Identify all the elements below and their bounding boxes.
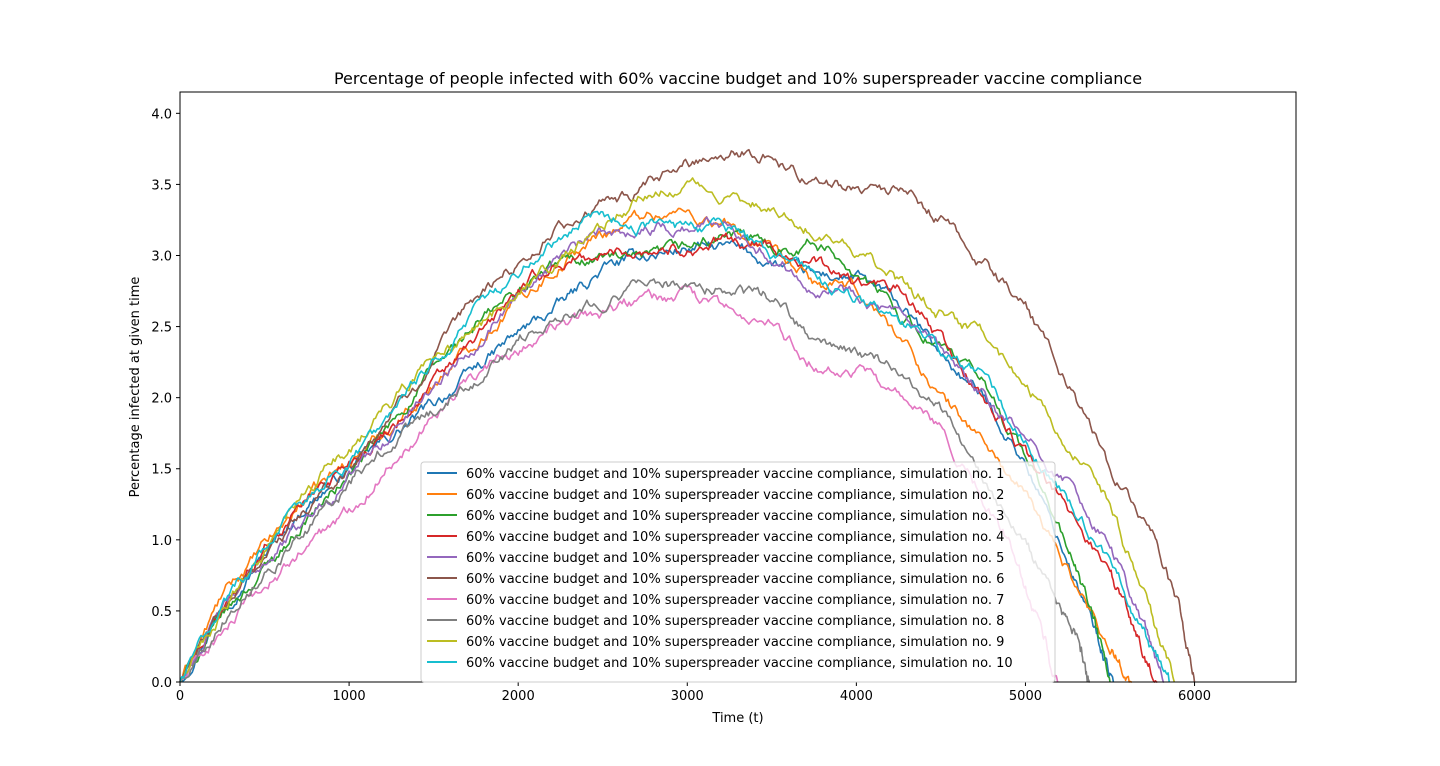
y-axis-label: Percentage infected at given time (128, 277, 143, 498)
series-line-5 (179, 216, 1165, 683)
series-layer (179, 148, 1196, 683)
y-tick-label: 1.5 (151, 463, 172, 478)
y-tick-label: 0.5 (151, 605, 172, 620)
chart-title: Percentage of people infected with 60% v… (334, 69, 1142, 88)
x-tick-label: 1000 (333, 689, 366, 704)
y-axis: 0.0 0.5 1.0 1.5 2.0 2.5 3.0 3.5 4.0 (151, 107, 180, 691)
legend-entry: 60% vaccine budget and 10% superspreader… (466, 572, 1004, 587)
series-line-10 (179, 210, 1170, 683)
legend-entry: 60% vaccine budget and 10% superspreader… (466, 551, 1004, 566)
x-tick-label: 0 (176, 689, 184, 704)
series-line-2 (179, 207, 1132, 683)
x-tick-label: 3000 (671, 689, 704, 704)
series-line-9 (179, 177, 1176, 683)
legend-entry: 60% vaccine budget and 10% superspreader… (466, 509, 1004, 524)
legend-entry: 60% vaccine budget and 10% superspreader… (466, 593, 1004, 608)
y-tick-label: 0.0 (151, 676, 172, 691)
x-tick-label: 6000 (1178, 689, 1211, 704)
legend-entry: 60% vaccine budget and 10% superspreader… (466, 488, 1004, 503)
legend-entry: 60% vaccine budget and 10% superspreader… (466, 467, 1004, 482)
y-tick-label: 2.0 (151, 392, 172, 407)
legend-box (420, 461, 1056, 683)
series-line-3 (179, 228, 1111, 683)
y-tick-label: 2.5 (151, 321, 172, 336)
x-axis-label: Time (t) (711, 711, 763, 726)
x-tick-label: 4000 (840, 689, 873, 704)
legend-entry: 60% vaccine budget and 10% superspreader… (466, 656, 1013, 671)
x-axis: 0 1000 2000 3000 4000 5000 6000 (176, 682, 1211, 704)
y-tick-label: 3.5 (151, 178, 172, 193)
legend-entry: 60% vaccine budget and 10% superspreader… (466, 635, 1004, 650)
legend-entry: 60% vaccine budget and 10% superspreader… (466, 614, 1004, 629)
y-tick-label: 1.0 (151, 534, 172, 549)
legend: 60% vaccine budget and 10% superspreader… (420, 461, 1056, 683)
series-line-4 (179, 232, 1158, 683)
x-tick-label: 5000 (1009, 689, 1042, 704)
y-tick-label: 3.0 (151, 249, 172, 264)
x-tick-label: 2000 (502, 689, 535, 704)
y-tick-label: 4.0 (151, 107, 172, 122)
series-line-6 (179, 148, 1196, 683)
legend-entry: 60% vaccine budget and 10% superspreader… (466, 530, 1004, 545)
